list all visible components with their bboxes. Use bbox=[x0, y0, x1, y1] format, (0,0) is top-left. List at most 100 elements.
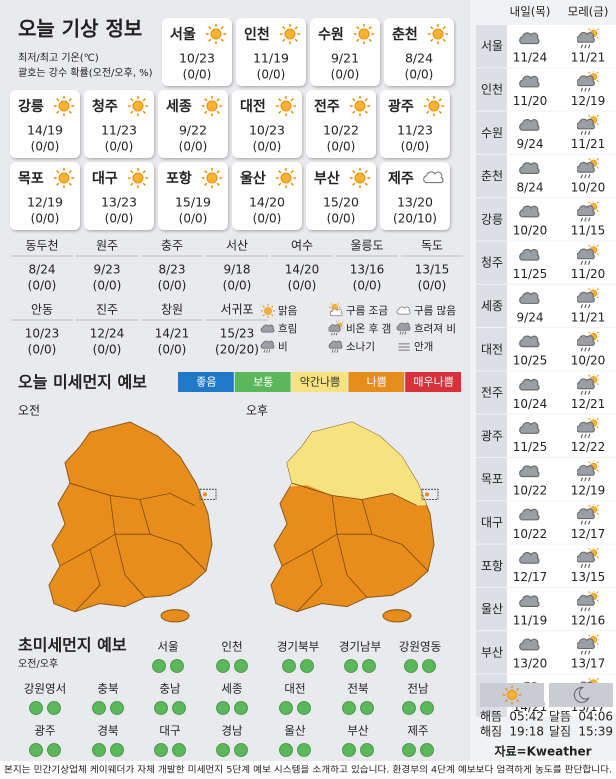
label: (0/0) bbox=[158, 343, 187, 357]
label: 부산 bbox=[347, 724, 369, 738]
label: (20/10) bbox=[393, 212, 437, 226]
label: 강릉 bbox=[481, 212, 503, 226]
label: 달짐 bbox=[549, 725, 571, 739]
label: (0/0) bbox=[179, 140, 208, 154]
label: 서귀포 bbox=[220, 303, 253, 317]
label: 04:06 bbox=[578, 710, 613, 724]
label: 제주 bbox=[388, 171, 414, 187]
label: 원주 bbox=[96, 239, 118, 253]
label: 10/22 bbox=[513, 527, 548, 541]
grade-dot bbox=[172, 743, 186, 757]
city-cell bbox=[476, 587, 507, 631]
grade-dot bbox=[29, 701, 43, 715]
korea-map bbox=[48, 421, 217, 623]
city-cell bbox=[476, 544, 507, 587]
label: 10/20 bbox=[571, 180, 606, 194]
label: 청주 bbox=[92, 99, 118, 115]
level-swatch bbox=[348, 372, 405, 392]
label: 15/20 bbox=[323, 195, 359, 210]
label: (0/0) bbox=[223, 279, 252, 293]
label: 10/23 bbox=[249, 123, 285, 138]
label: 10/23 bbox=[25, 327, 60, 341]
label: 13/16 bbox=[350, 263, 385, 277]
label: 12/22 bbox=[571, 440, 606, 454]
city-cell bbox=[476, 501, 507, 544]
moon-box bbox=[549, 683, 613, 707]
label: 춘천 bbox=[392, 27, 418, 43]
label: (0/0) bbox=[28, 279, 57, 293]
label: 12/19 bbox=[27, 195, 63, 210]
dust-morning: 오전 bbox=[18, 404, 40, 418]
grade-dot bbox=[360, 743, 374, 757]
label: 부산 bbox=[314, 170, 340, 187]
label: 나쁨 bbox=[367, 376, 387, 389]
city-cell bbox=[476, 241, 507, 284]
label: (0/0) bbox=[401, 140, 430, 154]
grade-dot bbox=[216, 701, 230, 715]
map-borders bbox=[59, 482, 207, 612]
label: 진주 bbox=[96, 303, 118, 317]
grade-dot bbox=[362, 659, 376, 673]
label: 15:39 bbox=[578, 725, 613, 739]
label: 12/19 bbox=[571, 484, 606, 498]
grade-dot bbox=[172, 701, 186, 715]
grade-dot bbox=[152, 659, 166, 673]
label: (0/0) bbox=[93, 279, 122, 293]
grade-dot bbox=[216, 659, 230, 673]
level-swatch bbox=[234, 372, 291, 392]
map-borders bbox=[281, 482, 429, 612]
label: 11/19 bbox=[513, 613, 548, 627]
grade-dot bbox=[154, 743, 168, 757]
label: 12/16 bbox=[571, 613, 606, 627]
label: 9/23 bbox=[94, 263, 121, 277]
label: 12/21 bbox=[571, 397, 606, 411]
label: (0/0) bbox=[327, 140, 356, 154]
map-island bbox=[203, 492, 207, 497]
label: 11/23 bbox=[101, 123, 137, 138]
city-cell bbox=[476, 198, 507, 241]
label: 11/20 bbox=[513, 94, 548, 108]
label: 14/21 bbox=[155, 327, 190, 341]
label: (0/0) bbox=[327, 212, 356, 226]
label: 9/22 bbox=[179, 123, 207, 138]
label: 11/25 bbox=[513, 440, 548, 454]
label: 수원 bbox=[318, 27, 344, 43]
label: 울릉도 bbox=[350, 239, 383, 253]
label: 인천 bbox=[244, 26, 270, 43]
label: (0/0) bbox=[31, 212, 60, 226]
label: (0/0) bbox=[257, 68, 286, 82]
label: 9/21 bbox=[331, 51, 359, 66]
label: (0/0) bbox=[253, 140, 282, 154]
label: 11/21 bbox=[571, 137, 606, 151]
label: 제주 bbox=[407, 724, 428, 738]
label: 13/17 bbox=[571, 657, 606, 671]
label: 흐림 bbox=[278, 323, 297, 335]
grade-dot bbox=[300, 659, 314, 673]
grade-dot bbox=[297, 701, 311, 715]
map-jeju bbox=[160, 609, 190, 623]
label: 충주 bbox=[161, 239, 183, 253]
label: 모레(금) bbox=[568, 5, 609, 19]
label: 강릉 bbox=[18, 98, 44, 115]
label: (0/0) bbox=[31, 140, 60, 154]
city-cell bbox=[476, 414, 507, 457]
grade-dot bbox=[402, 743, 416, 757]
label: 10/23 bbox=[179, 51, 215, 66]
grade-dot bbox=[234, 659, 248, 673]
label: 내일(목) bbox=[510, 5, 551, 19]
label: 서산 bbox=[226, 239, 248, 253]
label: 세종 bbox=[221, 682, 242, 696]
label: 12/24 bbox=[90, 327, 125, 341]
grade-dot bbox=[420, 701, 434, 715]
label: 약간나쁨 bbox=[300, 375, 340, 389]
label: (0/0) bbox=[105, 140, 134, 154]
label: 05:42 bbox=[509, 710, 544, 724]
label: 독도 bbox=[421, 239, 443, 253]
note: 괄호는 강수 확률(오전/오후, %) bbox=[18, 67, 153, 79]
city-cell bbox=[476, 68, 507, 111]
label: (0/0) bbox=[158, 279, 187, 293]
city-cell bbox=[476, 328, 507, 371]
label: 14/19 bbox=[27, 123, 63, 138]
label: 해뜸 bbox=[480, 710, 502, 724]
